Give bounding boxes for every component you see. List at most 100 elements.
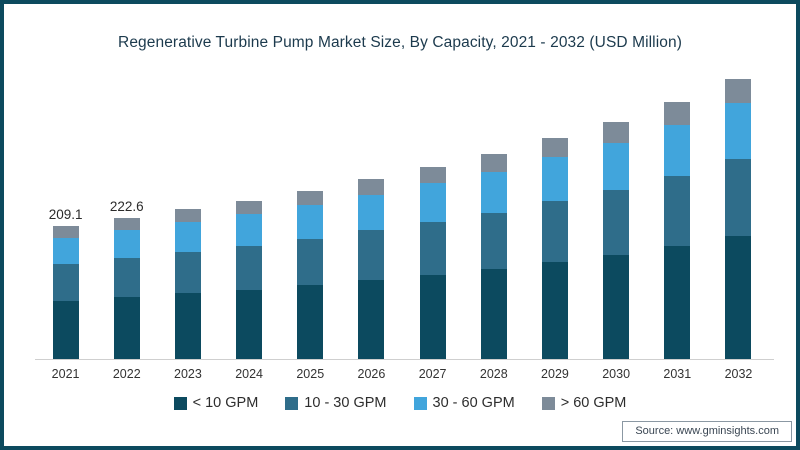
bar-column-2025 [280, 59, 341, 359]
bar-segment [236, 200, 263, 215]
bar-segment [603, 255, 630, 359]
bar-column-2027 [402, 59, 463, 359]
x-axis-line [35, 359, 774, 360]
bar-segment [113, 257, 140, 297]
bar-segment [541, 262, 568, 359]
bar-value-label: 222.6 [109, 198, 144, 214]
source-attribution: Source: www.gminsights.com [622, 421, 792, 442]
bar-column-2026 [341, 59, 402, 359]
bar-segment [603, 122, 630, 143]
bar-segment [480, 212, 507, 269]
bar-segment [725, 103, 752, 159]
bar-segment [174, 222, 201, 252]
legend-swatch-icon [413, 396, 427, 410]
bar-column-2032 [708, 59, 769, 359]
bar-column-2028 [463, 59, 524, 359]
bar-segment [358, 194, 385, 231]
legend-swatch-icon [173, 396, 187, 410]
x-axis-label: 2028 [479, 367, 508, 381]
x-axis-label: 2021 [51, 367, 80, 381]
bar-value-label: 209.1 [48, 207, 83, 223]
x-axis-label: 2030 [602, 367, 631, 381]
bar-stack [419, 166, 446, 359]
legend-label: > 60 GPM [560, 395, 627, 411]
bar-segment [358, 280, 385, 359]
x-axis-label: 2026 [357, 367, 386, 381]
legend-swatch-icon [285, 396, 299, 410]
bar-segment [603, 142, 630, 190]
bar-stack [725, 79, 752, 359]
x-axis-label: 2031 [663, 367, 692, 381]
legend-swatch-icon [541, 396, 555, 410]
bar-stack [113, 217, 140, 359]
bar-segment [603, 189, 630, 256]
bar-segment [236, 245, 263, 290]
bar-segment [52, 264, 79, 301]
bar-column-2031 [647, 59, 708, 359]
bar-stack [52, 226, 79, 359]
bar-segment [297, 238, 324, 286]
bar-segment [480, 171, 507, 213]
bar-column-2030 [586, 59, 647, 359]
bar-segment [480, 154, 507, 172]
x-axis-labels: 2021 2022 2023 2024 2025 2026 2027 2028 2029 2030… [35, 367, 769, 381]
bar-stack [664, 102, 691, 359]
legend-item: 10 - 30 GPM [285, 395, 387, 411]
x-axis-label: 2029 [541, 367, 569, 381]
legend-item: 30 - 60 GPM [413, 395, 515, 411]
bar-segment [541, 157, 568, 202]
bar-segment [113, 296, 140, 359]
bar-segment [174, 251, 201, 294]
bar-segment [664, 102, 691, 125]
bar-segment [725, 79, 752, 104]
bar-stack [358, 179, 385, 359]
legend-item: < 10 GPM [173, 395, 258, 411]
bar-segment [419, 221, 446, 275]
bar-segment [297, 190, 324, 206]
bar-segment [358, 179, 385, 195]
chart-title: Regenerative Turbine Pump Market Size, B… [118, 34, 682, 51]
bar-column-2023 [157, 59, 218, 359]
bar-stack [603, 122, 630, 359]
bar-segment [113, 217, 140, 230]
bar-segment [297, 285, 324, 359]
bar-segment [236, 289, 263, 359]
bar-column-2024 [219, 59, 280, 359]
bar-segment [113, 229, 140, 258]
bar-segment [52, 300, 79, 359]
x-axis-label: 2025 [296, 367, 325, 381]
bar-stack [297, 190, 324, 359]
bar-column-2022: 222.6 [96, 59, 157, 359]
bar-column-2021: 209.1 [35, 59, 96, 359]
bar-column-2029 [524, 59, 585, 359]
bar-segment [358, 230, 385, 280]
bar-segment [419, 183, 446, 222]
bar-segment [664, 175, 691, 247]
bar-segment [174, 293, 201, 359]
x-axis-label: 2024 [235, 367, 263, 381]
bar-stack [480, 154, 507, 359]
bar-segment [419, 166, 446, 184]
x-axis-label: 2023 [174, 367, 202, 381]
x-axis-label: 2032 [724, 367, 753, 381]
bar-segment [297, 205, 324, 239]
bar-segment [52, 237, 79, 265]
bar-segment [725, 158, 752, 237]
bar-segment [664, 246, 691, 359]
bar-segment [725, 236, 752, 359]
bar-segment [541, 138, 568, 158]
bar-segment [236, 214, 263, 246]
bar-segment [52, 226, 79, 238]
bar-segment [541, 201, 568, 262]
legend-label: 30 - 60 GPM [432, 395, 515, 411]
bar-segment [419, 274, 446, 359]
bar-stack [236, 200, 263, 359]
bar-segment [664, 124, 691, 176]
legend: < 10 GPM 10 - 30 GPM 30 - 60 GPM > 60 GPM [4, 395, 796, 411]
x-axis-label: 2022 [112, 367, 141, 381]
legend-item: > 60 GPM [541, 395, 627, 411]
x-axis-label: 2027 [418, 367, 447, 381]
bar-stack [174, 209, 201, 359]
legend-label: 10 - 30 GPM [304, 395, 387, 411]
